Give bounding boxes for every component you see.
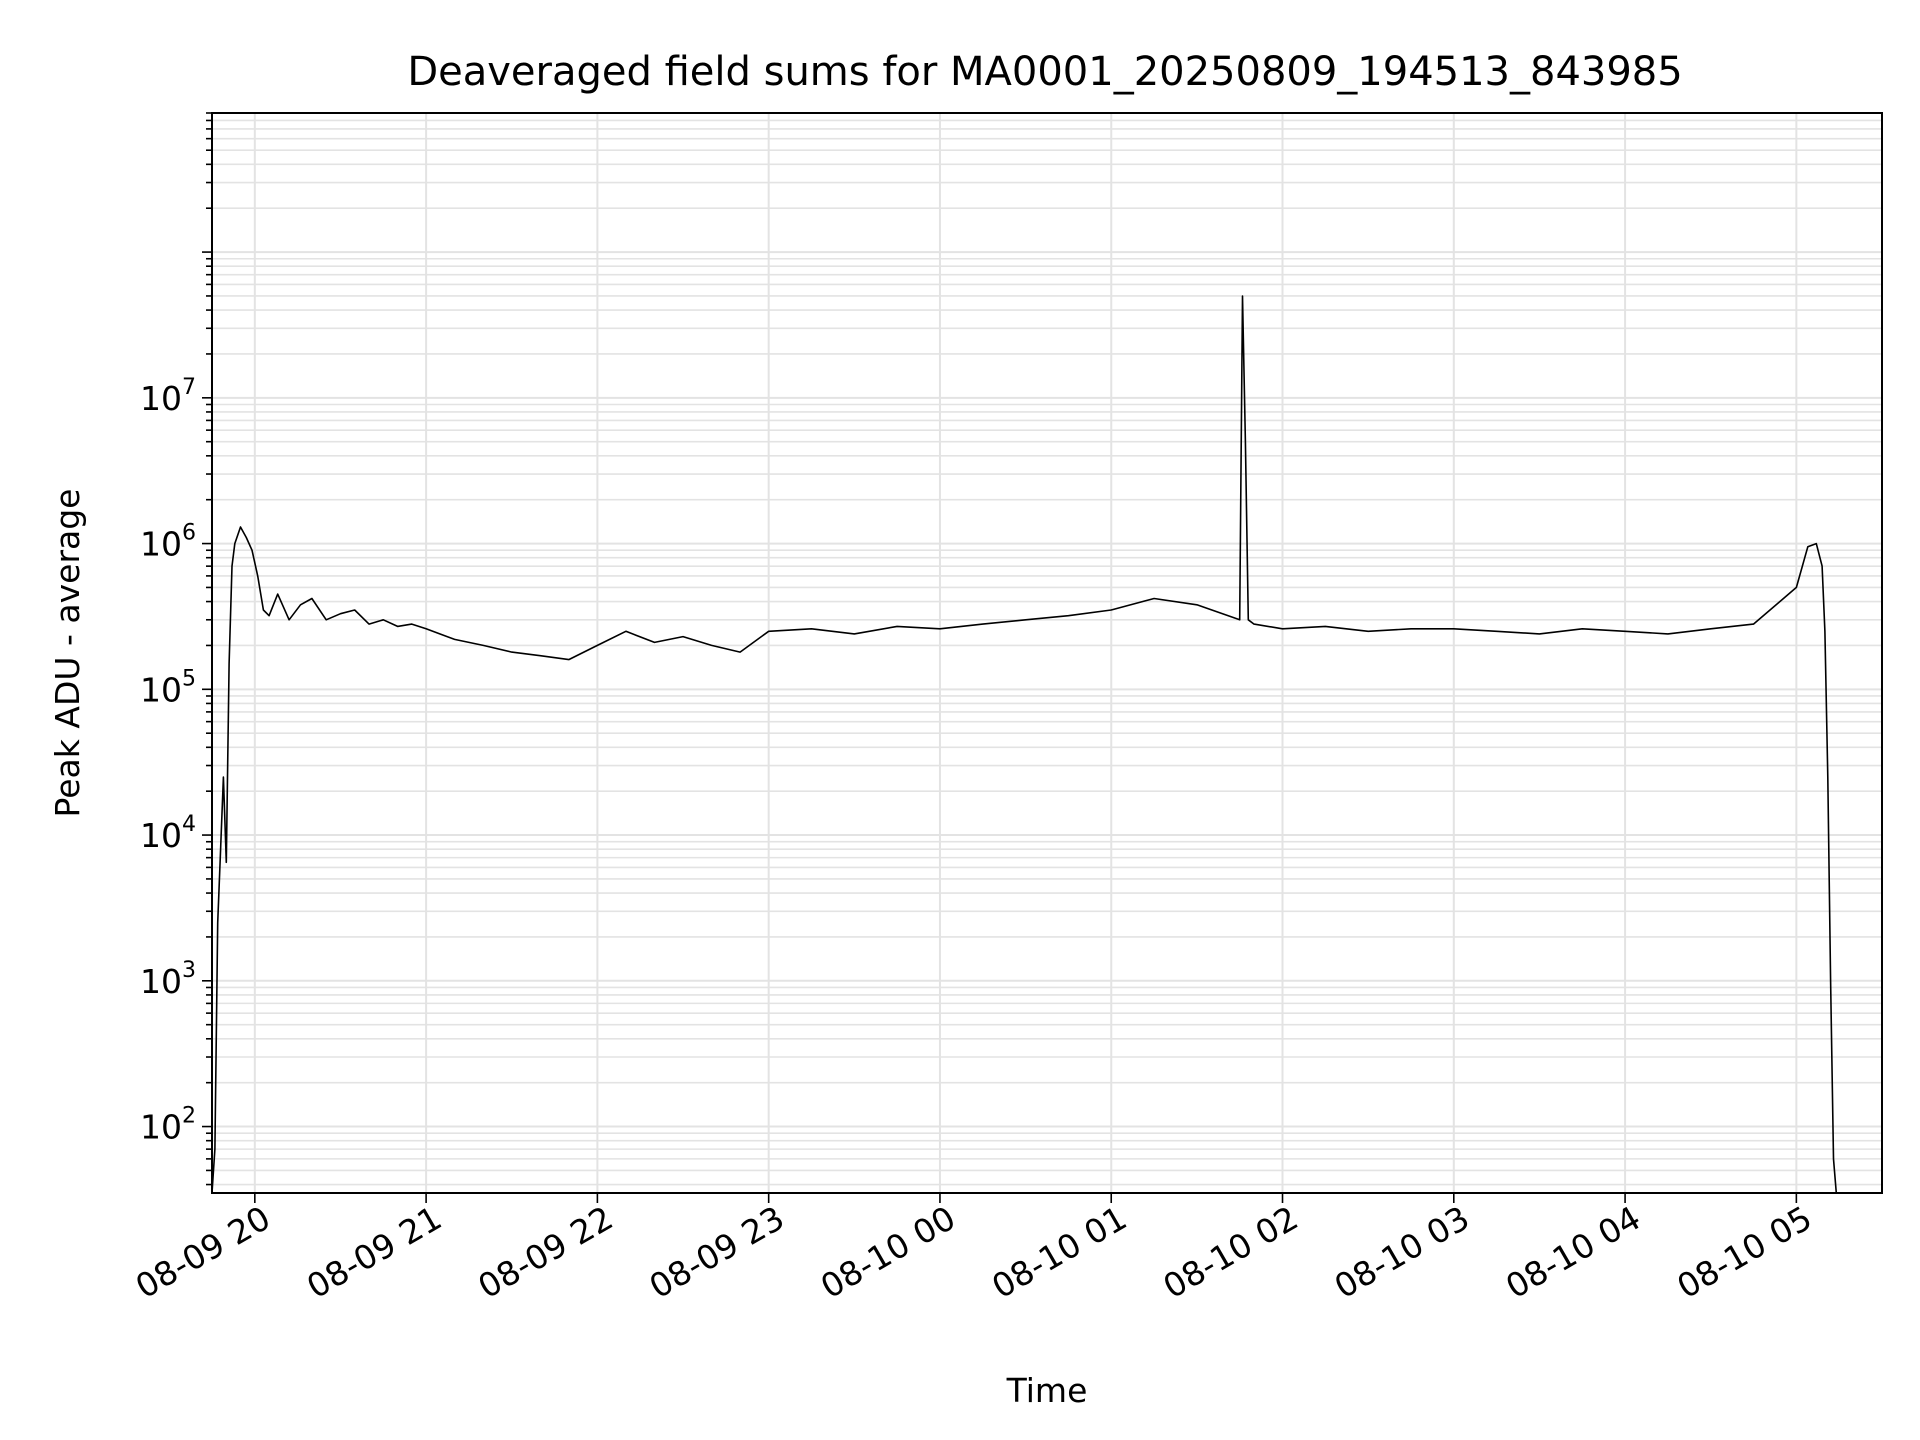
y-tick-exponent: 2 [182, 1104, 196, 1129]
y-tick-base: 10 [140, 525, 182, 564]
x-axis-label: Time [1006, 1371, 1088, 1410]
y-tick-base: 10 [140, 1108, 182, 1147]
y-tick-label: 104 [140, 812, 196, 855]
y-tick-exponent: 7 [182, 375, 196, 400]
series-line [211, 295, 1838, 1194]
chart-title: Deaveraged field sums for MA0001_2025080… [407, 49, 1682, 95]
y-tick-base: 10 [140, 670, 182, 709]
plot-line-group [211, 295, 1838, 1194]
y-tick-label: 107 [140, 375, 196, 418]
y-tick-exponent: 4 [182, 812, 196, 837]
grid [212, 112, 1882, 1193]
y-tick-exponent: 5 [182, 666, 196, 691]
y-tick-label: 105 [140, 666, 196, 709]
plot-frame [211, 112, 1883, 1194]
y-tick-base: 10 [140, 379, 182, 418]
y-tick-label: 102 [140, 1104, 196, 1147]
y-tick-exponent: 6 [182, 521, 196, 546]
y-tick-label: 103 [140, 958, 196, 1001]
y-axis-label: Peak ADU - average [48, 489, 87, 818]
y-tick-base: 10 [140, 962, 182, 1001]
y-tick-exponent: 3 [182, 958, 196, 983]
y-tick-base: 10 [140, 816, 182, 855]
y-tick-label: 106 [140, 521, 196, 564]
